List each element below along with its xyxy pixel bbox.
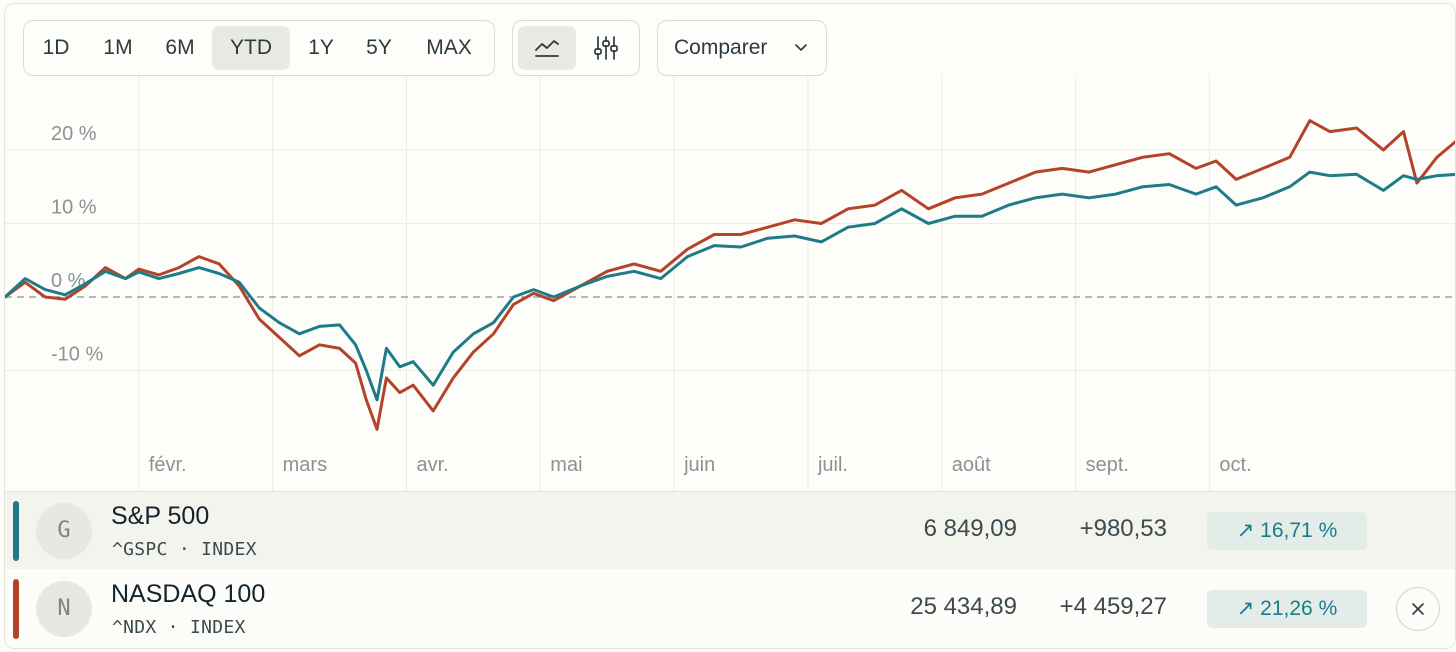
line-view-button[interactable] bbox=[518, 26, 576, 70]
vertical-grid bbox=[138, 74, 1210, 491]
y-tick-label: 10 % bbox=[51, 197, 97, 219]
x-tick-label: mars bbox=[283, 454, 327, 476]
y-tick-label: 20 % bbox=[51, 123, 97, 145]
line-chart-icon bbox=[535, 40, 559, 57]
range-ytd-button[interactable]: YTD bbox=[212, 26, 290, 70]
x-tick-label: mai bbox=[550, 454, 582, 476]
performance-chart[interactable]: 20 % 10 % 0 % -10 % févr. mars avr. mai juin jui… bbox=[5, 4, 1456, 491]
compare-label: Comparer bbox=[674, 36, 768, 59]
compare-dropdown[interactable]: Comparer bbox=[657, 20, 827, 76]
series-lines bbox=[5, 119, 1455, 431]
range-1m-button[interactable]: 1M bbox=[103, 36, 133, 59]
series-name: S&P 500 bbox=[111, 502, 210, 530]
range-1y-button[interactable]: 1Y bbox=[308, 36, 334, 59]
y-axis-labels: 20 % 10 % 0 % -10 % bbox=[51, 123, 103, 366]
series-ticker: ^GSPC · INDEX bbox=[112, 539, 257, 560]
range-6m-button[interactable]: 6M bbox=[165, 36, 195, 59]
series-price: 6 849,09 bbox=[923, 515, 1017, 542]
avatar: G bbox=[36, 503, 92, 559]
settings-view-button[interactable] bbox=[577, 26, 635, 70]
avatar: N bbox=[36, 581, 92, 637]
horizontal-grid bbox=[5, 149, 1455, 371]
legend-row-sp500[interactable]: G S&P 500 ^GSPC · INDEX 6 849,09 +980,53… bbox=[5, 491, 1455, 569]
x-tick-label: juin bbox=[683, 454, 715, 476]
y-tick-label: 0 % bbox=[51, 270, 86, 292]
series-line-s-p-500 bbox=[5, 170, 1455, 402]
legend-table: G S&P 500 ^GSPC · INDEX 6 849,09 +980,53… bbox=[5, 491, 1455, 648]
range-1d-button[interactable]: 1D bbox=[42, 36, 70, 59]
series-line-nasdaq-100 bbox=[5, 119, 1455, 431]
series-color-swatch bbox=[13, 501, 19, 561]
close-icon bbox=[1412, 603, 1424, 615]
chart-card: 20 % 10 % 0 % -10 % févr. mars avr. mai juin jui… bbox=[4, 3, 1456, 649]
x-tick-label: avr. bbox=[416, 454, 448, 476]
series-color-swatch bbox=[13, 579, 19, 639]
series-change: +4 459,27 bbox=[1059, 593, 1167, 620]
chevron-down-icon bbox=[795, 44, 807, 51]
x-tick-label: sept. bbox=[1086, 454, 1129, 476]
series-ticker: ^NDX · INDEX bbox=[112, 617, 246, 638]
x-axis-labels: févr. mars avr. mai juin juil. août sept. oct. bbox=[149, 454, 1252, 476]
view-selector bbox=[512, 20, 640, 76]
x-tick-label: oct. bbox=[1219, 454, 1251, 476]
series-price: 25 434,89 bbox=[910, 593, 1017, 620]
range-selector: 1D 1M 6M YTD 1Y 5Y MAX bbox=[23, 20, 495, 76]
y-tick-label: -10 % bbox=[51, 344, 103, 366]
remove-series-button[interactable] bbox=[1396, 587, 1440, 631]
percent-change-badge: ↗ 21,26 % bbox=[1207, 590, 1367, 628]
legend-row-nasdaq[interactable]: N NASDAQ 100 ^NDX · INDEX 25 434,89 +4 4… bbox=[5, 570, 1455, 648]
series-name: NASDAQ 100 bbox=[111, 580, 266, 608]
percent-change-badge: ↗ 16,71 % bbox=[1207, 512, 1367, 550]
x-tick-label: juil. bbox=[817, 454, 848, 476]
range-max-button[interactable]: MAX bbox=[426, 36, 472, 59]
x-tick-label: févr. bbox=[149, 454, 187, 476]
sliders-icon bbox=[594, 36, 618, 60]
x-tick-label: août bbox=[952, 454, 991, 476]
series-change: +980,53 bbox=[1079, 515, 1167, 542]
range-5y-button[interactable]: 5Y bbox=[366, 36, 392, 59]
